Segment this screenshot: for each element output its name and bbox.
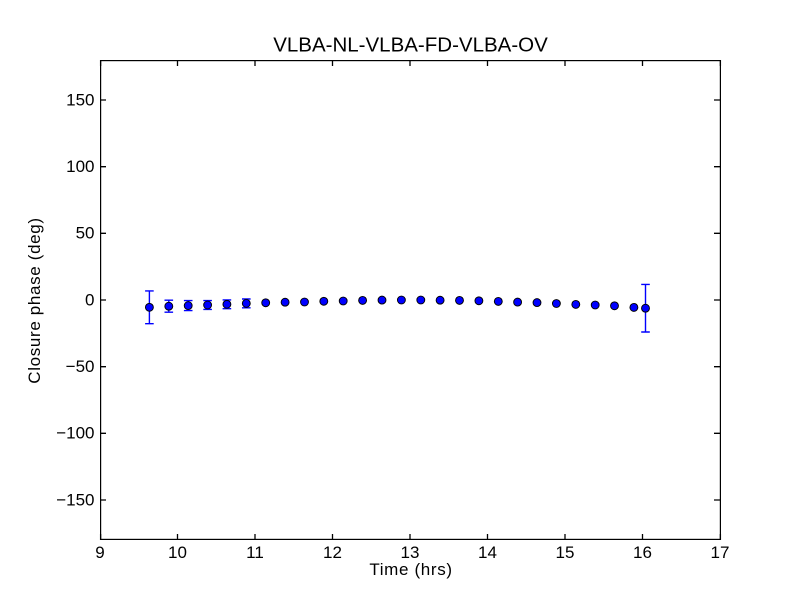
svg-text:11: 11 <box>246 543 264 562</box>
svg-text:VLBA-NL-VLBA-FD-VLBA-OV: VLBA-NL-VLBA-FD-VLBA-OV <box>273 34 548 57</box>
svg-text:10: 10 <box>168 543 187 562</box>
svg-text:16: 16 <box>633 543 652 562</box>
svg-text:−100: −100 <box>56 424 94 443</box>
svg-text:13: 13 <box>401 543 420 562</box>
svg-text:Time (hrs): Time (hrs) <box>369 560 452 579</box>
svg-text:9: 9 <box>95 543 104 562</box>
svg-text:17: 17 <box>711 543 730 562</box>
svg-text:50: 50 <box>76 224 95 243</box>
svg-text:150: 150 <box>66 90 94 109</box>
svg-text:Closure phase (deg): Closure phase (deg) <box>25 217 44 383</box>
svg-text:12: 12 <box>323 543 342 562</box>
svg-text:14: 14 <box>478 543 497 562</box>
svg-text:−150: −150 <box>56 490 94 509</box>
svg-text:−50: −50 <box>66 357 95 376</box>
svg-text:15: 15 <box>556 543 575 562</box>
svg-text:0: 0 <box>85 290 94 309</box>
svg-text:100: 100 <box>66 157 94 176</box>
